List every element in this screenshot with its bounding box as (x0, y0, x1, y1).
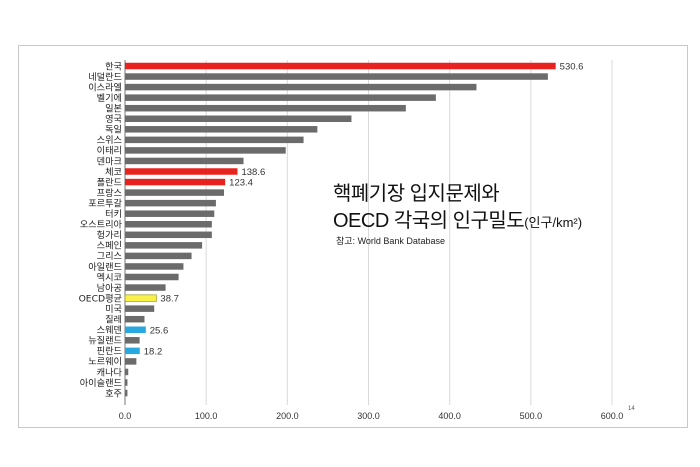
bar (125, 62, 556, 70)
bar (125, 178, 226, 186)
bar (125, 221, 212, 228)
x-tick-label: 600.0 (601, 411, 624, 421)
chart-title-unit: (인구/km²) (524, 215, 583, 230)
category-label: 덴마크 (97, 156, 122, 167)
bar (125, 210, 215, 217)
category-label: 헝가리 (97, 230, 122, 241)
category-label: 멕시코 (97, 272, 122, 283)
bar (125, 73, 548, 80)
category-label: 영국 (105, 114, 122, 125)
bar (125, 136, 304, 144)
x-tick-label: 100.0 (195, 411, 218, 421)
x-tick-label: 500.0 (520, 411, 543, 421)
category-label: 뉴질랜드 (88, 335, 122, 347)
bar (125, 326, 146, 333)
data-label: 138.6 (241, 167, 265, 178)
chart-title-line1: 핵폐기장 입지문제와 (333, 183, 500, 205)
category-label: 체코 (105, 167, 122, 178)
category-label: 스페인 (97, 241, 122, 252)
category-label: 폴란드 (97, 176, 122, 188)
category-label: 포르투갈 (88, 197, 122, 209)
bar (125, 252, 192, 260)
bar (125, 147, 286, 154)
category-label: 이스라엘 (88, 82, 122, 93)
category-label: 스위스 (97, 135, 122, 146)
category-label: 스웨덴 (97, 324, 122, 336)
page-number: 14 (628, 406, 635, 412)
category-label: 한국 (105, 61, 122, 72)
data-label: 18.2 (144, 346, 163, 357)
bar (125, 305, 155, 312)
bar (125, 242, 203, 249)
bar (125, 157, 244, 165)
chart-title-line2: OECD 각국의 인구밀도(인구/km²) (333, 208, 582, 236)
category-label: 칠레 (105, 315, 122, 326)
bar (125, 368, 129, 376)
category-label: 아일랜드 (88, 262, 122, 273)
category-label: 오스트리아 (80, 220, 123, 231)
category-label: 남아공 (97, 283, 122, 294)
category-label: 핀란드 (97, 345, 122, 357)
category-label: 미국 (105, 304, 122, 315)
data-label: 123.4 (229, 178, 253, 189)
bar (125, 263, 184, 270)
bar (125, 358, 137, 365)
data-label: 530.6 (560, 62, 584, 73)
category-label: 네덜란드 (88, 71, 122, 83)
category-label: 캐나다 (97, 367, 123, 378)
bar (125, 168, 238, 175)
source-text: World Bank Database (357, 236, 445, 246)
chart-title: 핵폐기장 입지문제와 OECD 각국의 인구밀도(인구/km²) (333, 181, 582, 236)
bar (125, 94, 436, 101)
bar (125, 379, 128, 386)
bar (125, 347, 140, 355)
x-tick-label: 0.0 (119, 411, 132, 421)
bar (125, 389, 128, 397)
bar (125, 284, 166, 291)
source-note: 참고: World Bank Database (336, 234, 445, 247)
data-label: 25.6 (150, 325, 169, 336)
category-label: 이태리 (97, 146, 122, 157)
bar (125, 199, 216, 207)
data-label: 38.7 (160, 294, 179, 305)
category-label: 노르웨이 (88, 356, 122, 368)
bar (125, 189, 225, 196)
bar (125, 315, 145, 323)
category-label: 독일 (105, 125, 122, 136)
bar (125, 83, 477, 91)
source-label: 참고: (336, 236, 356, 246)
bar (125, 126, 318, 133)
bar (125, 273, 179, 281)
category-label: 터키 (105, 209, 122, 220)
bar (124, 294, 157, 302)
bar (125, 104, 406, 112)
category-label: 그리스 (97, 251, 122, 262)
x-tick-label: 300.0 (357, 411, 380, 421)
bar (125, 231, 212, 239)
category-label: OECD평균 (79, 293, 122, 304)
x-tick-label: 200.0 (276, 411, 299, 421)
category-label: 호주 (105, 388, 122, 399)
category-label: 벨기에 (97, 93, 122, 104)
category-label: 아이슬랜드 (80, 378, 122, 389)
category-label: 일본 (105, 104, 122, 115)
category-label: 프랑스 (97, 187, 122, 199)
x-tick-label: 400.0 (438, 411, 461, 421)
bar (125, 337, 140, 344)
bar (125, 115, 352, 122)
chart-title-line2-text: OECD 각국의 인구밀도 (333, 210, 525, 232)
